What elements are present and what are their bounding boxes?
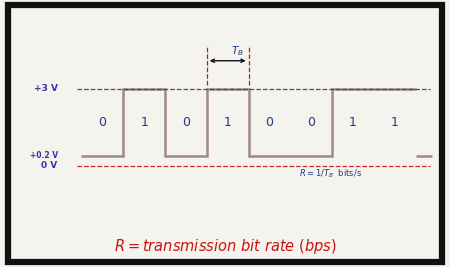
Text: +0.2 V: +0.2 V [30,151,58,160]
Text: 0: 0 [99,116,106,129]
Text: 0 V: 0 V [41,161,58,170]
Text: 1: 1 [224,116,232,129]
Text: +3 V: +3 V [34,84,58,93]
Text: 1: 1 [391,116,399,129]
Text: $T_B$: $T_B$ [231,44,244,58]
Text: $R = transmission\ bit\ rate\ (bps)$: $R = transmission\ bit\ rate\ (bps)$ [113,237,337,256]
Text: 0: 0 [266,116,274,129]
Text: 0: 0 [307,116,315,129]
Text: 1: 1 [349,116,357,129]
Text: $R = 1/ T_B$  bits/s: $R = 1/ T_B$ bits/s [299,168,362,180]
Text: 1: 1 [140,116,148,129]
Text: 0: 0 [182,116,190,129]
